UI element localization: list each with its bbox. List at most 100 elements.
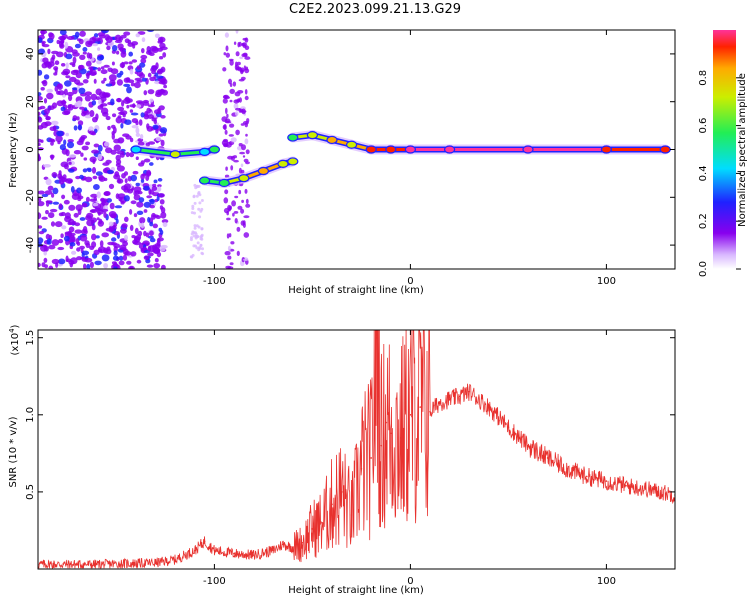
noise-point <box>76 247 81 252</box>
noise-point <box>146 195 153 199</box>
noise-point <box>221 116 228 122</box>
noise-point <box>48 212 55 219</box>
noise-point <box>119 62 126 68</box>
noise-point <box>147 114 155 119</box>
noise-point <box>230 155 235 161</box>
signal-point <box>404 145 416 154</box>
noise-point <box>66 91 74 97</box>
noise-point <box>47 48 51 55</box>
snr-point <box>386 421 388 424</box>
noise-point <box>158 80 166 85</box>
noise-point <box>112 255 119 261</box>
colorbar-tick-label: 0.6 <box>698 118 709 134</box>
noise-point <box>45 178 52 186</box>
noise-point <box>61 194 66 200</box>
noise-point <box>48 105 55 110</box>
noise-point <box>82 226 88 233</box>
noise-point <box>95 96 100 100</box>
noise-point <box>147 216 151 223</box>
noise-point <box>131 59 138 63</box>
noise-point <box>117 106 125 112</box>
noise-point <box>59 41 64 48</box>
noise-point <box>38 154 41 161</box>
noise-point <box>233 41 237 45</box>
noise-point <box>130 251 137 257</box>
noise-point <box>103 263 108 269</box>
x-tick-label: 0 <box>407 276 413 287</box>
noise-point <box>240 76 246 81</box>
noise-point <box>95 113 99 120</box>
noise-point <box>46 88 53 93</box>
noise-point <box>49 208 58 213</box>
noise-point <box>106 169 114 174</box>
noise-point <box>151 46 159 54</box>
noise-point <box>243 215 250 219</box>
noise-point <box>225 52 230 58</box>
noise-point <box>103 64 110 68</box>
noise-point <box>152 124 159 130</box>
noise-point <box>59 144 66 151</box>
noise-point <box>139 217 146 224</box>
noise-point <box>89 261 94 269</box>
noise-point <box>225 107 228 115</box>
noise-point <box>74 43 81 49</box>
snr-point <box>468 390 471 393</box>
noise-point <box>121 173 126 179</box>
snr-point <box>625 484 627 487</box>
signal-point <box>306 131 318 140</box>
noise-point <box>157 68 163 75</box>
noise-point <box>57 90 65 96</box>
noise-point <box>38 48 45 55</box>
noise-point <box>72 69 80 74</box>
signal-point <box>659 145 671 154</box>
noise-point <box>113 250 118 256</box>
snr-point <box>370 457 373 459</box>
noise-point <box>100 107 109 115</box>
noise-point <box>116 79 123 86</box>
noise-point <box>124 234 128 241</box>
snr-point <box>409 414 412 416</box>
x-tick-label: -100 <box>203 276 226 287</box>
noise-point <box>103 211 107 218</box>
noise-point <box>84 95 91 102</box>
noise-point <box>80 152 84 157</box>
noise-point <box>89 156 97 163</box>
noise-point <box>126 104 130 109</box>
noise-point <box>103 141 110 147</box>
noise-point <box>138 119 143 126</box>
noise-point <box>50 154 54 161</box>
noise-point <box>135 132 141 137</box>
noise-point <box>136 259 142 264</box>
noise-point <box>139 62 146 68</box>
noise-point <box>82 168 88 173</box>
noise-point <box>224 143 229 147</box>
noise-point <box>149 198 155 205</box>
noise-point <box>100 197 105 203</box>
noise-point <box>151 65 156 69</box>
signal-point <box>199 147 211 156</box>
noise-point <box>128 51 133 57</box>
noise-point <box>244 56 251 60</box>
noise-point <box>38 231 45 235</box>
noise-point <box>122 113 126 118</box>
noise-point <box>245 133 248 137</box>
snr-point <box>566 467 568 470</box>
noise-point <box>85 60 92 67</box>
noise-point <box>92 43 99 47</box>
y-tick-label: 0 <box>25 146 36 152</box>
noise-point <box>59 176 66 180</box>
colorbar-ticks: 0.0 0.2 0.4 0.6 0.8 <box>698 70 741 277</box>
noise-point <box>48 265 54 269</box>
noise-point <box>41 62 48 69</box>
noise-point <box>86 263 91 269</box>
noise-point <box>67 230 73 238</box>
noise-point <box>158 227 163 232</box>
noise-point <box>147 141 156 145</box>
noise-point <box>50 139 56 143</box>
snr-point <box>458 395 461 398</box>
noise-point <box>97 153 103 161</box>
noise-point <box>97 105 104 110</box>
noise-point <box>198 201 202 205</box>
snr-point <box>213 549 216 552</box>
noise-point <box>143 90 148 96</box>
